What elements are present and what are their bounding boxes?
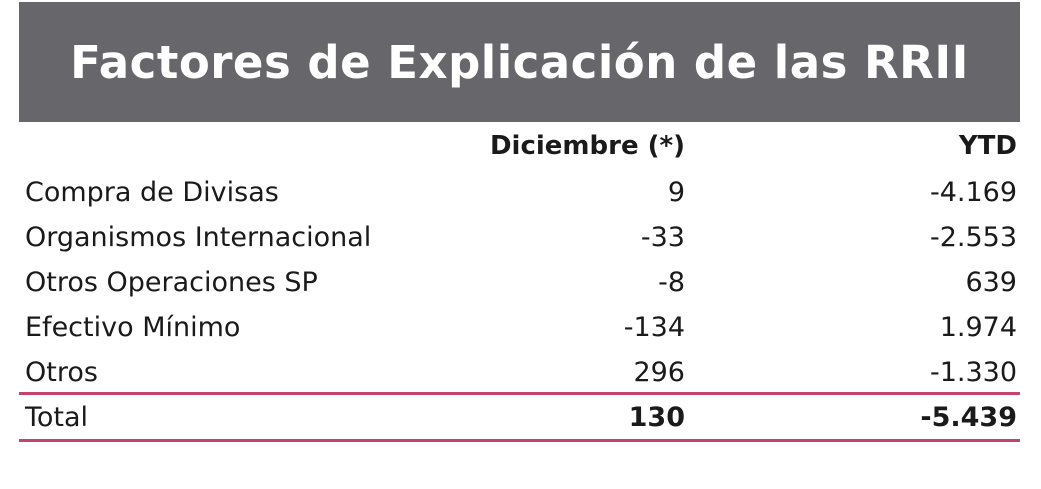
- header-ytd: YTD: [958, 131, 1017, 161]
- table-row: Otros 296 -1.330: [19, 350, 1020, 395]
- table-title: Factores de Explicación de las RRII: [70, 35, 969, 89]
- row-ytd-value: 639: [965, 267, 1017, 298]
- row-diciembre-value: 296: [633, 357, 685, 388]
- header-diciembre: Diciembre (*): [489, 131, 685, 161]
- table-header-row: Diciembre (*) YTD: [19, 122, 1020, 170]
- row-diciembre-value: -134: [623, 312, 685, 343]
- total-ytd-value: -5.439: [920, 402, 1017, 433]
- total-bottom-divider: [19, 439, 1020, 442]
- row-diciembre-value: -33: [640, 222, 685, 253]
- total-section: Total 130 -5.439: [19, 395, 1020, 440]
- row-ytd-value: -2.553: [929, 222, 1017, 253]
- row-ytd-value: 1.974: [939, 312, 1017, 343]
- total-diciembre-value: 130: [628, 402, 685, 433]
- total-label: Total: [25, 402, 89, 433]
- row-ytd-value: -1.330: [929, 357, 1017, 388]
- row-label: Otros Operaciones SP: [25, 267, 318, 298]
- factors-table: Diciembre (*) YTD Compra de Divisas 9 -4…: [19, 122, 1020, 395]
- total-top-divider: [19, 392, 1020, 395]
- row-ytd-value: -4.169: [929, 177, 1017, 208]
- table-row: Compra de Divisas 9 -4.169: [19, 170, 1020, 215]
- row-label: Organismos Internacional: [25, 222, 372, 253]
- table-row: Otros Operaciones SP -8 639: [19, 260, 1020, 305]
- title-banner: Factores de Explicación de las RRII: [19, 2, 1020, 122]
- row-label: Efectivo Mínimo: [25, 312, 241, 343]
- row-diciembre-value: -8: [658, 267, 685, 298]
- table-row: Efectivo Mínimo -134 1.974: [19, 305, 1020, 350]
- table-row: Organismos Internacional -33 -2.553: [19, 215, 1020, 260]
- row-label: Compra de Divisas: [25, 177, 279, 208]
- row-diciembre-value: 9: [667, 177, 685, 208]
- total-row: Total 130 -5.439: [19, 395, 1020, 440]
- row-label: Otros: [25, 357, 98, 388]
